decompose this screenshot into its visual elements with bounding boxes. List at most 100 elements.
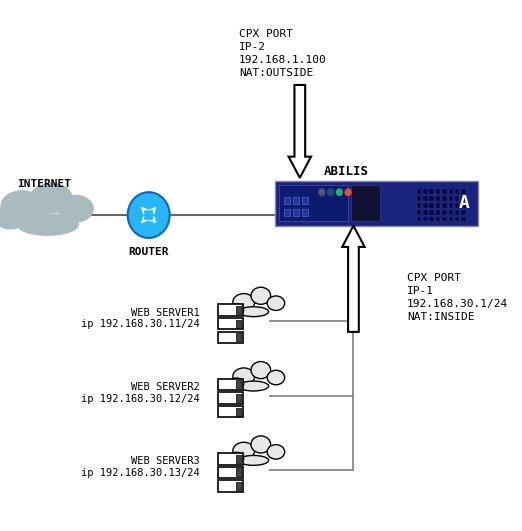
- FancyBboxPatch shape: [218, 480, 243, 492]
- Ellipse shape: [58, 195, 93, 222]
- Ellipse shape: [229, 304, 244, 315]
- Text: WEB SERVER3
ip 192.168.30.13/24: WEB SERVER3 ip 192.168.30.13/24: [81, 457, 200, 478]
- FancyBboxPatch shape: [436, 203, 440, 208]
- Ellipse shape: [267, 370, 284, 385]
- FancyBboxPatch shape: [417, 217, 421, 221]
- FancyBboxPatch shape: [423, 217, 428, 221]
- Circle shape: [336, 189, 342, 195]
- FancyBboxPatch shape: [276, 181, 478, 226]
- FancyBboxPatch shape: [417, 210, 421, 215]
- FancyBboxPatch shape: [423, 210, 428, 215]
- FancyBboxPatch shape: [442, 210, 446, 215]
- Text: CPX PORT
IP-1
192.168.30.1/24
NAT:INSIDE: CPX PORT IP-1 192.168.30.1/24 NAT:INSIDE: [407, 273, 508, 322]
- FancyBboxPatch shape: [236, 306, 241, 314]
- FancyBboxPatch shape: [448, 210, 453, 215]
- Ellipse shape: [251, 436, 270, 453]
- FancyBboxPatch shape: [461, 196, 466, 201]
- FancyBboxPatch shape: [423, 203, 428, 208]
- Circle shape: [128, 192, 170, 238]
- FancyBboxPatch shape: [436, 196, 440, 201]
- FancyBboxPatch shape: [442, 189, 446, 194]
- FancyBboxPatch shape: [455, 189, 459, 194]
- Circle shape: [328, 189, 334, 195]
- FancyBboxPatch shape: [218, 392, 243, 404]
- FancyBboxPatch shape: [436, 210, 440, 215]
- FancyBboxPatch shape: [218, 318, 243, 329]
- Ellipse shape: [233, 294, 255, 311]
- Ellipse shape: [233, 442, 255, 459]
- Text: WEB SERVER2
ip 192.168.30.12/24: WEB SERVER2 ip 192.168.30.12/24: [81, 382, 200, 404]
- FancyBboxPatch shape: [423, 189, 428, 194]
- FancyBboxPatch shape: [218, 467, 243, 478]
- Ellipse shape: [0, 205, 27, 229]
- Ellipse shape: [1, 191, 43, 220]
- FancyBboxPatch shape: [236, 320, 241, 328]
- FancyBboxPatch shape: [461, 217, 466, 221]
- FancyBboxPatch shape: [455, 203, 459, 208]
- Ellipse shape: [251, 362, 270, 379]
- FancyBboxPatch shape: [461, 189, 466, 194]
- FancyBboxPatch shape: [218, 304, 243, 316]
- Ellipse shape: [233, 368, 255, 385]
- FancyBboxPatch shape: [236, 333, 241, 341]
- Text: ROUTER: ROUTER: [128, 247, 169, 257]
- Polygon shape: [342, 226, 365, 332]
- Ellipse shape: [229, 378, 244, 390]
- FancyBboxPatch shape: [448, 203, 453, 208]
- Ellipse shape: [17, 214, 78, 235]
- FancyBboxPatch shape: [236, 394, 241, 402]
- Text: CPX PORT
IP-2
192.168.1.100
NAT:OUTSIDE: CPX PORT IP-2 192.168.1.100 NAT:OUTSIDE: [239, 29, 327, 78]
- FancyBboxPatch shape: [442, 203, 446, 208]
- FancyBboxPatch shape: [218, 453, 243, 465]
- FancyBboxPatch shape: [448, 196, 453, 201]
- Polygon shape: [289, 85, 311, 178]
- FancyBboxPatch shape: [461, 210, 466, 215]
- FancyBboxPatch shape: [218, 331, 243, 343]
- FancyBboxPatch shape: [430, 217, 434, 221]
- Ellipse shape: [239, 456, 269, 465]
- FancyBboxPatch shape: [236, 408, 241, 416]
- FancyBboxPatch shape: [430, 196, 434, 201]
- FancyBboxPatch shape: [302, 197, 307, 204]
- Ellipse shape: [239, 381, 269, 391]
- FancyBboxPatch shape: [430, 203, 434, 208]
- FancyBboxPatch shape: [436, 189, 440, 194]
- FancyBboxPatch shape: [455, 210, 459, 215]
- Ellipse shape: [267, 444, 284, 459]
- FancyBboxPatch shape: [293, 209, 299, 216]
- Ellipse shape: [239, 307, 269, 316]
- FancyBboxPatch shape: [417, 203, 421, 208]
- FancyBboxPatch shape: [279, 185, 348, 221]
- FancyBboxPatch shape: [351, 185, 380, 221]
- FancyBboxPatch shape: [417, 196, 421, 201]
- Ellipse shape: [229, 452, 244, 464]
- FancyBboxPatch shape: [218, 406, 243, 417]
- FancyBboxPatch shape: [236, 482, 241, 490]
- FancyBboxPatch shape: [284, 209, 290, 216]
- FancyBboxPatch shape: [448, 217, 453, 221]
- Text: WEB SERVER1
ip 192.168.30.11/24: WEB SERVER1 ip 192.168.30.11/24: [81, 308, 200, 329]
- Ellipse shape: [21, 200, 49, 220]
- FancyBboxPatch shape: [284, 197, 290, 204]
- Ellipse shape: [251, 287, 270, 304]
- FancyBboxPatch shape: [218, 379, 243, 390]
- FancyBboxPatch shape: [302, 209, 307, 216]
- FancyBboxPatch shape: [448, 189, 453, 194]
- FancyBboxPatch shape: [436, 217, 440, 221]
- FancyBboxPatch shape: [455, 217, 459, 221]
- Text: ABILIS: ABILIS: [324, 165, 369, 178]
- FancyBboxPatch shape: [461, 203, 466, 208]
- FancyBboxPatch shape: [236, 455, 241, 463]
- FancyBboxPatch shape: [455, 196, 459, 201]
- Text: INTERNET: INTERNET: [17, 178, 71, 189]
- FancyBboxPatch shape: [442, 196, 446, 201]
- FancyBboxPatch shape: [236, 380, 241, 389]
- Text: A: A: [459, 194, 469, 212]
- FancyBboxPatch shape: [430, 210, 434, 215]
- Circle shape: [345, 189, 351, 195]
- FancyBboxPatch shape: [417, 189, 421, 194]
- Ellipse shape: [30, 183, 72, 213]
- FancyBboxPatch shape: [236, 468, 241, 476]
- FancyBboxPatch shape: [293, 197, 299, 204]
- Circle shape: [319, 189, 325, 195]
